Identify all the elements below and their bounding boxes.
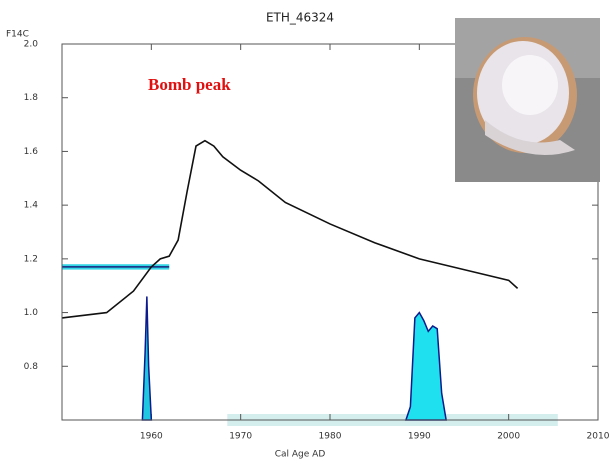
x-tick-label: 1990: [408, 432, 431, 442]
x-axis-label: Cal Age AD: [275, 450, 326, 460]
annotation: Bomb peak: [148, 75, 231, 94]
y-tick-label: 1.4: [24, 201, 39, 211]
y-tick-label: 1.8: [24, 93, 39, 103]
y-axis-label: F14C: [6, 30, 29, 40]
x-tick-label: 2000: [497, 432, 520, 442]
photo: [455, 18, 600, 182]
chart-title: ETH_46324: [266, 11, 334, 25]
y-tick-label: 1.0: [24, 308, 39, 318]
y-tick-label: 1.6: [24, 147, 39, 157]
y-tick-label: 2.0: [24, 40, 39, 50]
x-tick-label: 2010: [587, 432, 610, 442]
y-tick-label: 0.8: [24, 362, 39, 372]
plot-area: 2.0 1.8 1.6 1.4 1.2 1.0 0.8 1960 1970 1980 1990 200…: [24, 40, 610, 442]
probability-distribution: [404, 311, 448, 421]
y-tick-label: 1.2: [24, 254, 38, 264]
calibration-curve: [61, 139, 519, 319]
x-tick-label: 1960: [140, 432, 163, 442]
axes-frame: [61, 43, 599, 421]
x-tick-label: 1980: [319, 432, 342, 442]
probability-distribution: [141, 296, 153, 421]
x-tick-label: 1970: [229, 432, 252, 442]
